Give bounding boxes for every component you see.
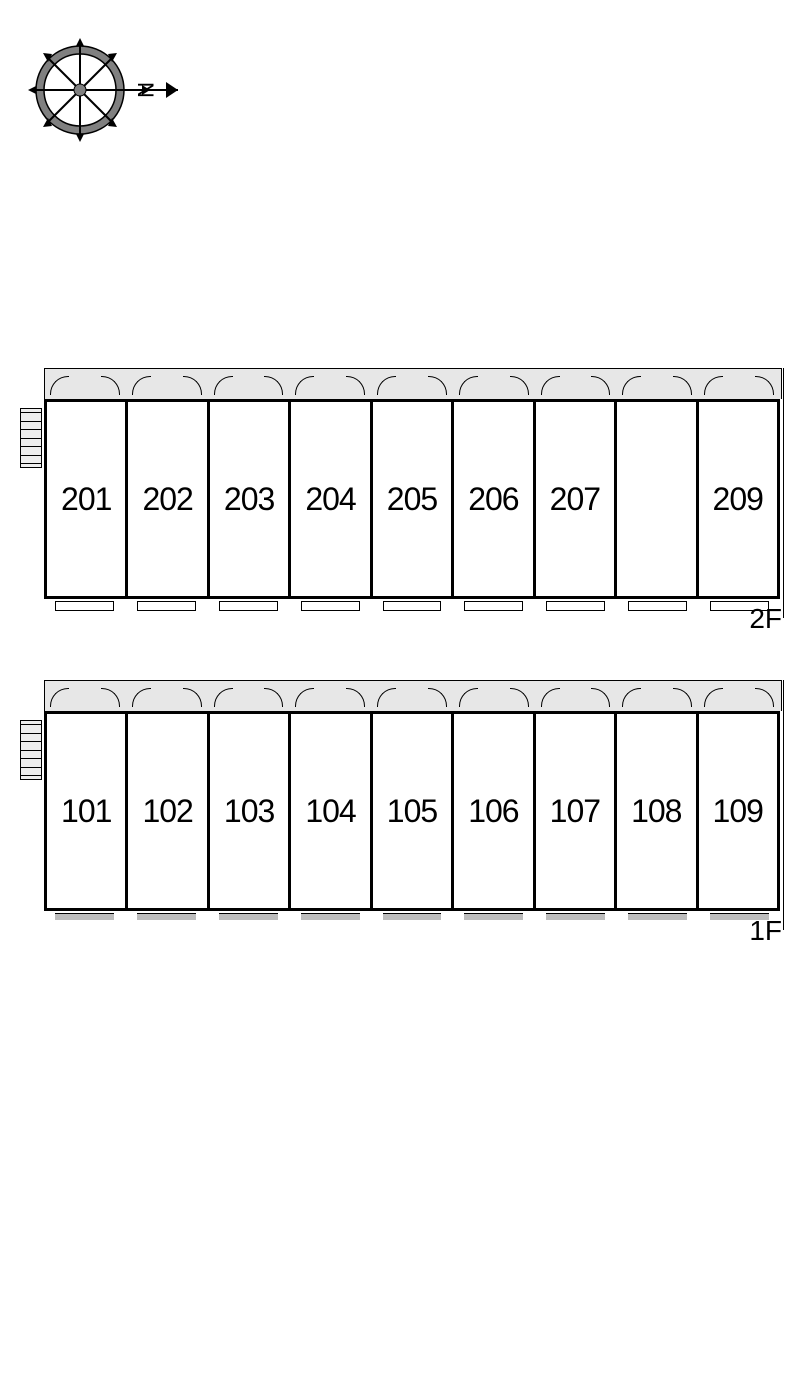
unit-208-blank	[617, 402, 698, 596]
openings-row-2f	[44, 601, 780, 613]
unit-206: 206	[454, 402, 535, 596]
unit-108: 108	[617, 714, 698, 908]
floor-label-2f: 2F	[749, 603, 782, 635]
unit-209: 209	[699, 402, 777, 596]
compass-svg: N	[28, 32, 198, 152]
floor-block-2f: 201 202 203 204 205 206 207 209 2F	[20, 368, 780, 599]
units-row-1f: 101 102 103 104 105 106 107 108 109	[44, 711, 780, 911]
stairs-icon	[20, 408, 42, 468]
unit-109: 109	[699, 714, 777, 908]
compass-rose: N	[28, 32, 198, 157]
unit-label: 109	[713, 793, 763, 830]
unit-103: 103	[210, 714, 291, 908]
openings-row-1f	[44, 913, 780, 925]
unit-label: 206	[468, 481, 518, 518]
unit-label: 106	[468, 793, 518, 830]
unit-label: 107	[550, 793, 600, 830]
stairs-icon	[20, 720, 42, 780]
unit-label: 209	[713, 481, 763, 518]
unit-202: 202	[128, 402, 209, 596]
unit-106: 106	[454, 714, 535, 908]
unit-label: 105	[387, 793, 437, 830]
unit-label: 207	[550, 481, 600, 518]
unit-104: 104	[291, 714, 372, 908]
unit-label: 205	[387, 481, 437, 518]
unit-101: 101	[47, 714, 128, 908]
edge-tick	[783, 680, 784, 930]
unit-204: 204	[291, 402, 372, 596]
floor-label-1f: 1F	[749, 915, 782, 947]
corridor-1f	[44, 680, 782, 711]
unit-label: 108	[631, 793, 681, 830]
unit-label: 202	[142, 481, 192, 518]
unit-203: 203	[210, 402, 291, 596]
unit-label: 204	[305, 481, 355, 518]
unit-207: 207	[536, 402, 617, 596]
units-row-2f: 201 202 203 204 205 206 207 209	[44, 399, 780, 599]
unit-105: 105	[373, 714, 454, 908]
page-root: N 201 202 203 204 205 206 207 209	[0, 0, 800, 1373]
unit-label: 103	[224, 793, 274, 830]
edge-tick	[783, 368, 784, 618]
unit-205: 205	[373, 402, 454, 596]
unit-label: 104	[305, 793, 355, 830]
unit-label: 101	[61, 793, 111, 830]
unit-label: 102	[142, 793, 192, 830]
unit-201: 201	[47, 402, 128, 596]
unit-label: 203	[224, 481, 274, 518]
unit-102: 102	[128, 714, 209, 908]
floor-block-1f: 101 102 103 104 105 106 107 108 109 1F	[20, 680, 780, 911]
unit-label: 201	[61, 481, 111, 518]
unit-107: 107	[536, 714, 617, 908]
corridor-2f	[44, 368, 782, 399]
